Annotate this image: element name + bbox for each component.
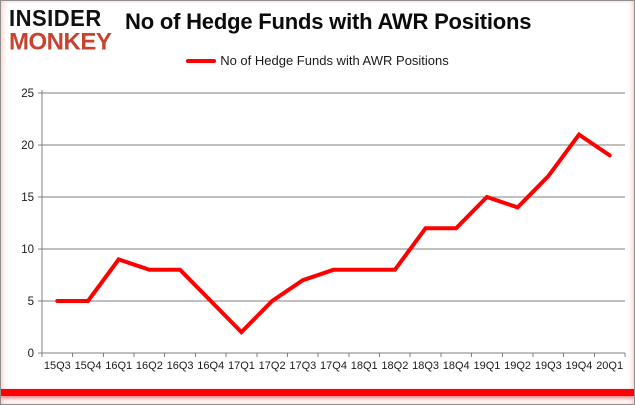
x-axis-label: 20Q1 xyxy=(596,360,623,372)
legend-label: No of Hedge Funds with AWR Positions xyxy=(220,53,449,68)
x-axis-label: 18Q2 xyxy=(381,360,408,372)
bottom-red-bar xyxy=(1,389,634,396)
insider-monkey-logo: INSIDER MONKEY xyxy=(9,4,112,56)
x-axis-label: 15Q3 xyxy=(44,360,71,372)
x-axis-label: 18Q4 xyxy=(443,360,470,372)
x-axis-label: 17Q1 xyxy=(228,360,255,372)
x-axis-label: 19Q3 xyxy=(535,360,562,372)
logo-monkey: MONKEY xyxy=(9,27,112,56)
x-axis-label: 16Q3 xyxy=(167,360,194,372)
chart-title: No of Hedge Funds with AWR Positions xyxy=(125,9,532,34)
legend: No of Hedge Funds with AWR Positions xyxy=(1,53,634,68)
legend-line-swatch xyxy=(186,58,217,63)
x-axis-label: 17Q3 xyxy=(289,360,316,372)
x-axis-label: 19Q4 xyxy=(566,360,593,372)
y-axis-label: 5 xyxy=(28,296,34,308)
x-axis-label: 18Q1 xyxy=(351,360,378,372)
x-axis-label: 18Q3 xyxy=(412,360,439,372)
x-axis-label: 16Q4 xyxy=(197,360,224,372)
y-axis-label: 20 xyxy=(21,140,34,152)
x-axis-label: 16Q1 xyxy=(105,360,132,372)
x-axis-label: 17Q4 xyxy=(320,360,347,372)
data-line xyxy=(55,131,612,336)
y-axis-label: 10 xyxy=(21,244,34,256)
y-axis-label: 25 xyxy=(21,88,34,100)
x-axis-label: 19Q2 xyxy=(504,360,531,372)
x-axis-label: 17Q2 xyxy=(259,360,286,372)
x-axis-label: 15Q4 xyxy=(75,360,102,372)
logo-insider: INSIDER xyxy=(9,4,102,32)
y-axis-label: 0 xyxy=(28,348,34,360)
x-axis-label: 16Q2 xyxy=(136,360,163,372)
y-axis-label: 15 xyxy=(21,192,34,204)
x-axis-label: 19Q1 xyxy=(473,360,500,372)
